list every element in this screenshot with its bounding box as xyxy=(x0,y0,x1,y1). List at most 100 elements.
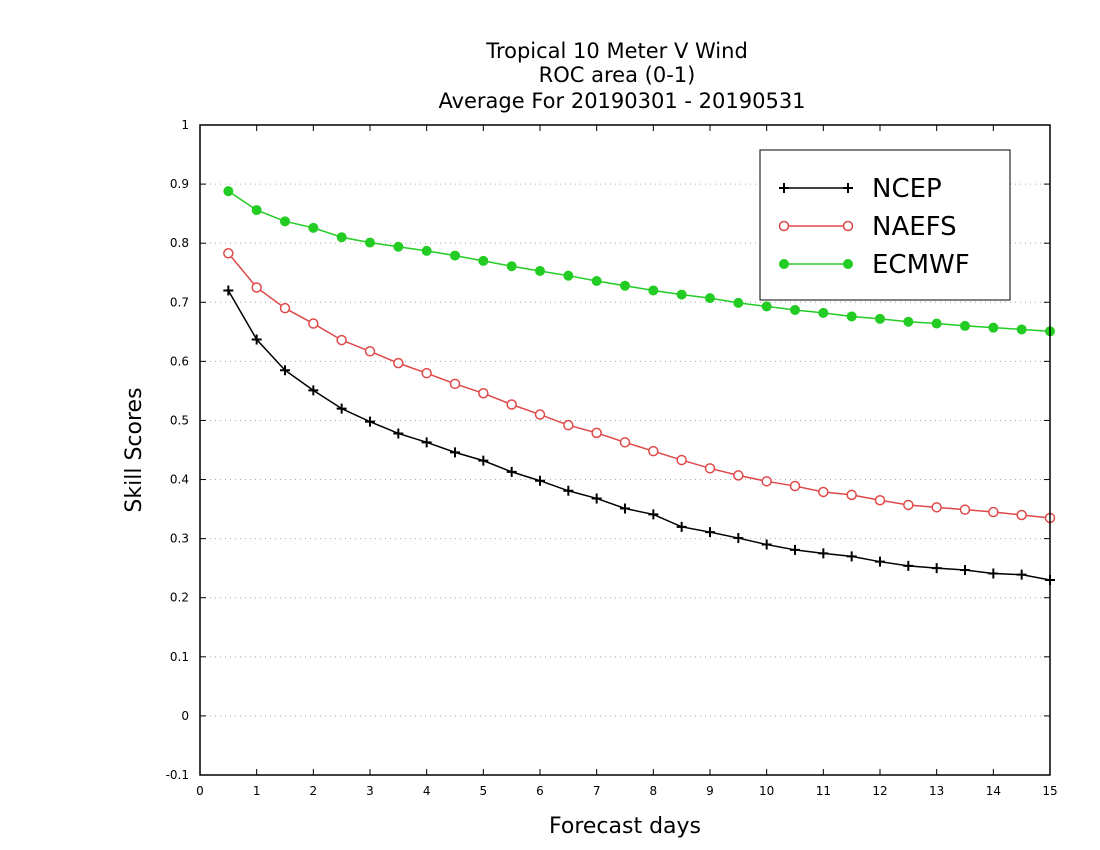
data-point-naefs xyxy=(449,378,461,390)
data-point-ncep xyxy=(563,485,574,496)
data-point-naefs xyxy=(704,463,716,474)
y-tick-label: 0.8 xyxy=(170,236,189,250)
x-tick-label: 13 xyxy=(929,784,944,798)
data-point-ncep xyxy=(960,564,970,575)
y-tick-label: 0.9 xyxy=(170,177,189,191)
data-point-naefs xyxy=(563,419,574,431)
data-point-ncep xyxy=(676,521,687,532)
y-tick-label: 0.6 xyxy=(170,354,189,368)
data-point-naefs xyxy=(506,399,517,410)
chart-title-line-2: ROC area (0-1) xyxy=(539,63,696,87)
data-point-naefs xyxy=(789,480,801,492)
data-point-ecmwf xyxy=(563,270,574,281)
data-point-ncep xyxy=(1016,569,1027,580)
data-point-ecmwf xyxy=(676,289,687,300)
data-point-naefs xyxy=(364,346,376,357)
y-axis-label: Skill Scores xyxy=(122,387,147,512)
legend-marker xyxy=(843,259,853,269)
data-point-ecmwf xyxy=(450,250,460,261)
legend-marker xyxy=(778,220,790,232)
legend-label: NAEFS xyxy=(872,212,957,242)
data-point-ecmwf xyxy=(393,241,404,252)
y-tick-label: 0.7 xyxy=(170,295,189,309)
y-tick-label: -0.1 xyxy=(166,768,189,782)
data-point-ecmwf xyxy=(875,313,885,324)
legend-item-ncep: NCEP xyxy=(779,174,942,204)
data-point-ecmwf xyxy=(365,237,375,248)
data-point-ncep xyxy=(846,551,857,562)
data-point-ecmwf xyxy=(818,307,829,318)
legend-marker xyxy=(779,183,789,193)
data-point-ecmwf xyxy=(790,304,800,315)
data-point-ncep xyxy=(280,365,290,376)
data-point-ncep xyxy=(733,533,744,544)
data-point-ncep xyxy=(336,403,347,414)
data-point-ecmwf xyxy=(280,216,290,227)
data-point-ecmwf xyxy=(1016,324,1027,335)
y-tick-label: 0.1 xyxy=(170,650,189,664)
data-point-ecmwf xyxy=(251,205,262,216)
y-tick-label: 0.3 xyxy=(170,532,189,546)
legend-marker xyxy=(842,220,854,232)
data-point-naefs xyxy=(591,427,602,439)
data-point-ecmwf xyxy=(761,301,772,312)
data-point-naefs xyxy=(308,318,319,329)
x-tick-label: 4 xyxy=(423,784,431,798)
legend-item-ecmwf: ECMWF xyxy=(779,250,970,280)
data-point-ecmwf xyxy=(336,232,347,243)
data-point-naefs xyxy=(733,470,744,481)
data-point-naefs xyxy=(1016,509,1027,521)
legend-box xyxy=(759,149,1011,301)
data-point-naefs xyxy=(648,445,659,457)
x-tick-label: 1 xyxy=(253,784,261,798)
data-point-ecmwf xyxy=(903,316,914,327)
x-tick-label: 11 xyxy=(816,784,831,798)
data-point-ecmwf xyxy=(535,265,545,276)
data-point-ecmwf xyxy=(591,276,602,286)
data-point-ncep xyxy=(931,563,942,574)
data-point-ncep xyxy=(591,493,602,504)
data-point-ncep xyxy=(818,548,829,559)
x-tick-label: 7 xyxy=(593,784,601,798)
data-point-ecmwf xyxy=(308,222,319,233)
data-point-naefs xyxy=(846,489,857,501)
data-point-naefs xyxy=(251,282,262,293)
series-naefs xyxy=(223,247,1056,524)
data-point-ecmwf xyxy=(223,186,234,197)
x-tick-label: 0 xyxy=(196,784,204,798)
x-tick-label: 14 xyxy=(986,784,1001,798)
data-point-ncep xyxy=(705,527,715,538)
x-tick-label: 12 xyxy=(872,784,887,798)
data-point-ecmwf xyxy=(506,261,517,272)
data-point-naefs xyxy=(874,494,886,506)
series-ncep xyxy=(223,285,1055,585)
data-point-ncep xyxy=(506,466,517,477)
data-point-naefs xyxy=(279,302,291,314)
axes: -0.100.10.20.30.40.50.60.70.80.910 1 2 3 4 5 6… xyxy=(166,118,1058,798)
y-tick-label: 0.2 xyxy=(170,591,189,605)
legend-label: ECMWF xyxy=(872,250,970,280)
x-tick-label: 8 xyxy=(650,784,658,798)
data-point-naefs xyxy=(903,499,914,511)
data-point-ncep xyxy=(620,503,630,514)
data-point-ecmwf xyxy=(931,318,942,329)
data-point-ncep xyxy=(393,428,404,439)
data-point-naefs xyxy=(478,388,489,399)
data-point-ncep xyxy=(251,334,262,345)
data-point-ncep xyxy=(761,539,772,550)
data-point-ecmwf xyxy=(648,285,659,296)
x-tick-label: 15 xyxy=(1042,784,1057,798)
data-point-ncep xyxy=(308,385,319,396)
grid-lines xyxy=(200,183,1050,717)
data-point-ncep xyxy=(535,475,545,486)
x-tick-label: 9 xyxy=(706,784,714,798)
chart-title-line-1: Tropical 10 Meter V Wind xyxy=(485,39,748,63)
data-point-ncep xyxy=(875,556,885,567)
y-tick-label: 0.4 xyxy=(170,473,189,487)
plot-frame xyxy=(199,124,1051,776)
legend-marker xyxy=(779,259,789,269)
data-point-naefs xyxy=(818,486,829,498)
data-point-ncep xyxy=(365,416,375,427)
x-axis-label: Forecast days xyxy=(549,814,701,839)
